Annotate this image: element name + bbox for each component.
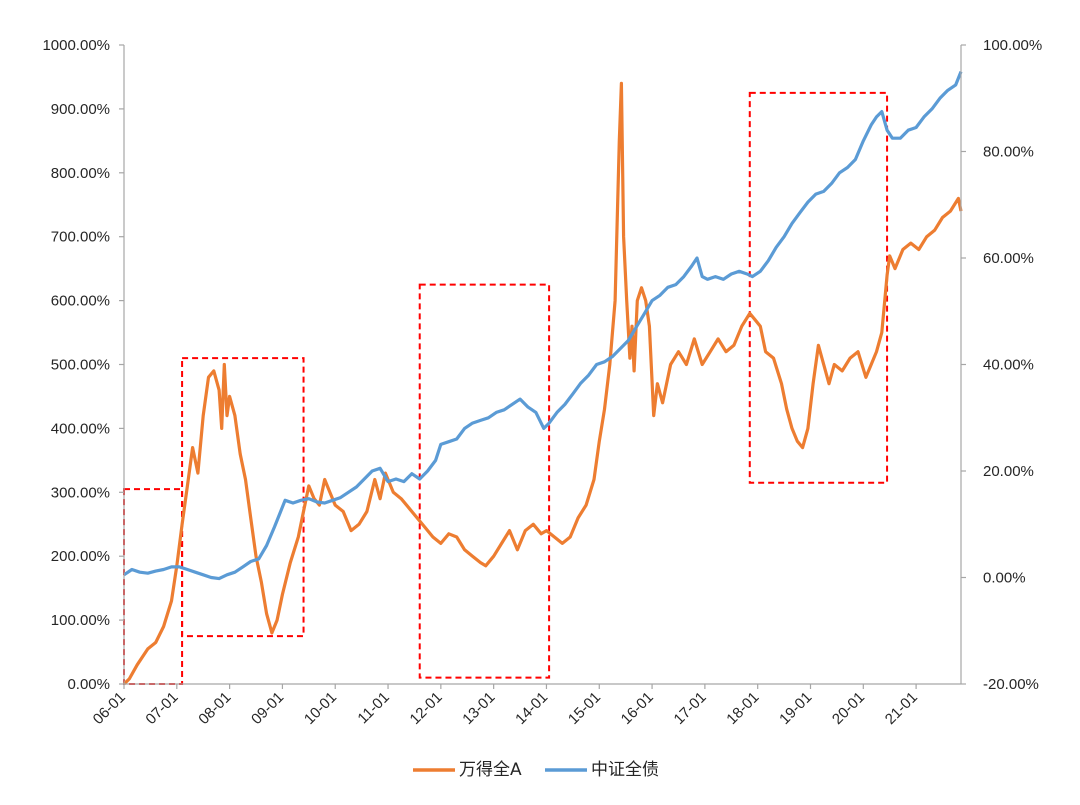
x-tick-label: 07-01	[142, 689, 181, 728]
highlight-boxes	[123, 91, 889, 686]
x-ticks: 06-01 07-01 08-01 09-01 10-01 11-01 12-01 13-01…	[90, 684, 921, 728]
series-line-csi-aggregate-bond	[123, 71, 963, 581]
right-y-tick-label: 80.00%	[983, 144, 1034, 161]
x-tick-label: 06-01	[90, 689, 129, 728]
x-tick-label: 13-01	[459, 689, 498, 728]
left-y-tick-label: 500.00%	[51, 357, 110, 374]
right-y-tick-label: 40.00%	[983, 357, 1034, 374]
left-y-ticks: 0.00% 100.00% 200.00% 300.00% 400.00% 500.00%…	[42, 37, 124, 693]
right-y-tick-label: 0.00%	[983, 570, 1026, 587]
right-y-tick-label: 20.00%	[983, 463, 1034, 480]
x-tick-label: 09-01	[248, 689, 287, 728]
x-tick-label: 14-01	[512, 689, 551, 728]
x-tick-label: 20-01	[829, 689, 868, 728]
right-y-tick-label: -20.00%	[983, 676, 1039, 693]
x-tick-label: 08-01	[195, 689, 234, 728]
right-y-tick-label: 60.00%	[983, 250, 1034, 267]
x-tick-label: 11-01	[354, 689, 392, 727]
x-tick-label: 15-01	[565, 689, 604, 728]
x-tick-label: 19-01	[776, 689, 815, 728]
x-tick-label: 21-01	[882, 689, 921, 728]
left-y-tick-label: 100.00%	[51, 612, 110, 629]
left-y-tick-label: 800.00%	[51, 165, 110, 182]
legend: 万得全A 中证全债	[413, 760, 659, 780]
highlight-box	[748, 91, 889, 484]
left-y-tick-label: 600.00%	[51, 293, 110, 310]
series-line-wind-all-a	[122, 81, 963, 686]
left-y-tick-label: 0.00%	[67, 676, 110, 693]
left-y-tick-label: 300.00%	[51, 484, 110, 501]
left-y-tick-label: 200.00%	[51, 548, 110, 565]
left-y-tick-label: 1000.00%	[42, 37, 110, 54]
x-tick-label: 10-01	[301, 689, 340, 728]
left-y-tick-label: 400.00%	[51, 420, 110, 437]
highlight-box	[181, 357, 305, 638]
x-tick-label: 12-01	[407, 689, 446, 728]
legend-label: 中证全债	[591, 760, 659, 780]
left-y-tick-label: 900.00%	[51, 101, 110, 118]
series-lines	[122, 71, 963, 686]
right-y-ticks: -20.00% 0.00% 20.00% 40.00% 60.00% 80.00% 100.…	[961, 37, 1042, 693]
highlight-box	[418, 283, 551, 679]
x-tick-label: 16-01	[618, 689, 657, 728]
x-tick-label: 17-01	[671, 689, 710, 728]
left-y-tick-label: 700.00%	[51, 229, 110, 246]
right-y-tick-label: 100.00%	[983, 37, 1042, 54]
x-tick-label: 18-01	[723, 689, 762, 728]
legend-label: 万得全A	[459, 760, 522, 780]
